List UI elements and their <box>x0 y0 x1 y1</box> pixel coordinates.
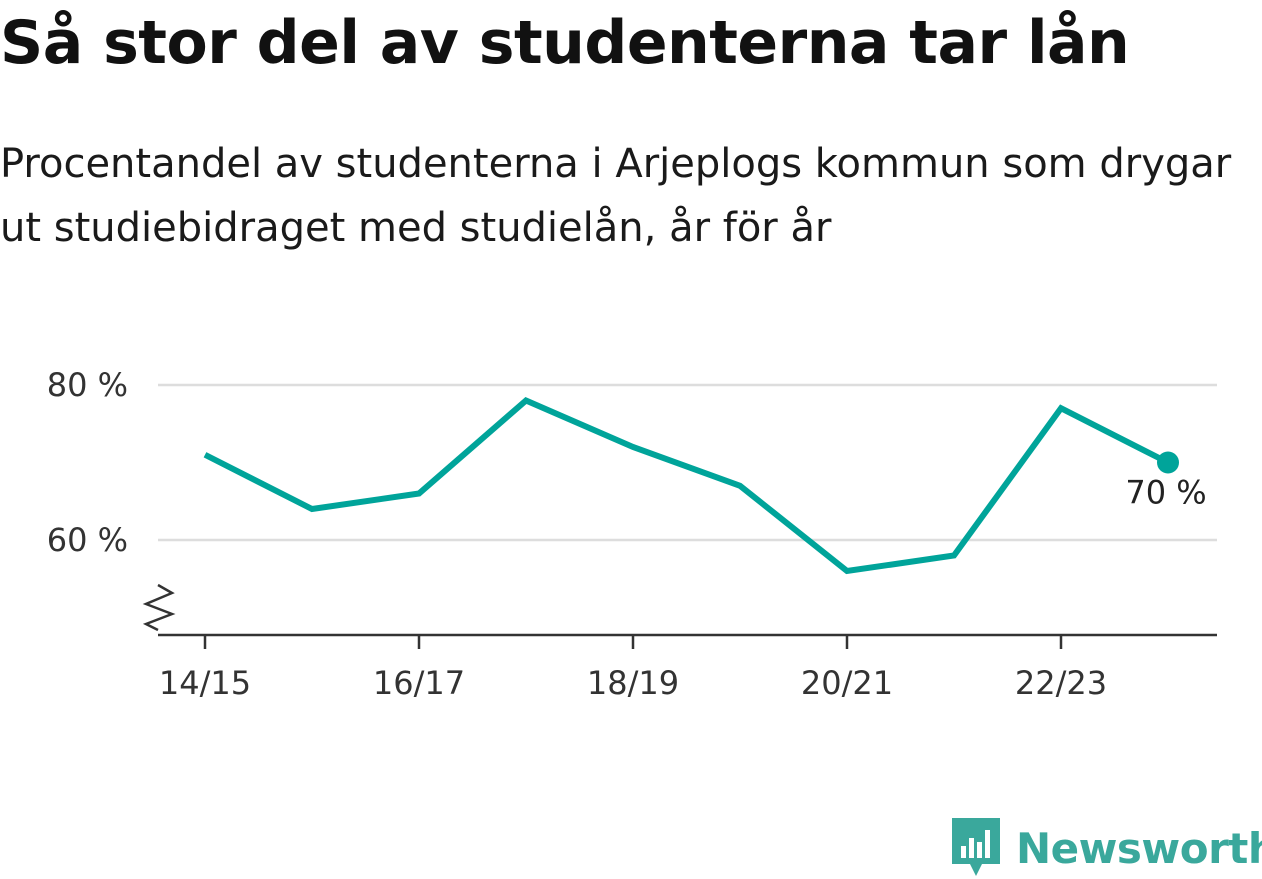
y-tick-label: 60 % <box>47 521 128 559</box>
end-value-label: 70 % <box>1125 474 1206 512</box>
newsworthy-logo: Newsworthy <box>952 818 1262 878</box>
y-axis-tick-labels: 60 % 80 % <box>47 366 128 559</box>
brand-name: Newsworthy <box>1016 823 1262 873</box>
newsworthy-logo-icon <box>952 818 1000 876</box>
x-tick-label: 18/19 <box>587 664 679 702</box>
y-tick-label: 80 % <box>47 366 128 404</box>
axis-break-icon <box>142 583 176 632</box>
x-tick-label: 14/15 <box>159 664 251 702</box>
x-tick-label: 16/17 <box>373 664 465 702</box>
x-tick-label: 20/21 <box>801 664 893 702</box>
x-tick-label: 22/23 <box>1015 664 1107 702</box>
end-point <box>1157 451 1179 474</box>
series-line <box>203 396 1170 575</box>
gridlines <box>158 383 1217 542</box>
x-axis-ticks: 14/15 16/17 18/19 20/21 22/23 <box>159 635 1107 702</box>
chart-subtitle: Procentandel av studenterna i Arjeplogs … <box>0 141 1232 251</box>
chart-title: Så stor del av studenterna tar lån <box>0 8 1130 78</box>
